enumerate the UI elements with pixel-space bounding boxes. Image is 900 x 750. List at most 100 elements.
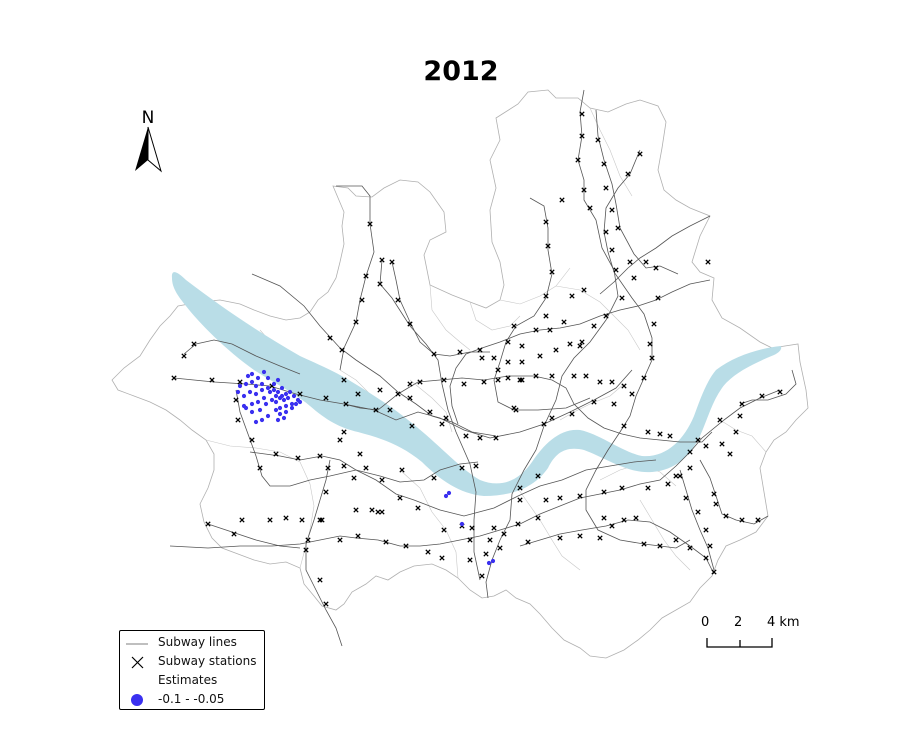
estimate-point (283, 409, 289, 415)
station-marker (739, 517, 745, 523)
station-marker (407, 321, 413, 327)
station-marker (643, 259, 649, 265)
legend-estimates-range: -0.1 - -0.05 (158, 692, 225, 706)
station-marker (511, 323, 517, 329)
station-marker (397, 495, 403, 501)
station-marker (517, 485, 523, 491)
station-marker (205, 521, 211, 527)
station-marker (575, 157, 581, 163)
station-marker (323, 489, 329, 495)
station-marker (483, 551, 489, 557)
station-marker (369, 507, 375, 513)
legend-stations-label: Subway stations (158, 654, 257, 668)
station-marker (657, 431, 663, 437)
station-marker (283, 515, 289, 521)
station-marker (559, 197, 565, 203)
station-marker (439, 555, 445, 561)
station-marker (363, 273, 369, 279)
estimate-point (249, 371, 255, 377)
station-marker (657, 543, 663, 549)
station-marker (431, 475, 437, 481)
station-marker (601, 161, 607, 167)
station-marker (541, 421, 547, 427)
station-marker (337, 537, 343, 543)
station-marker (673, 537, 679, 543)
station-marker (395, 391, 401, 397)
estimate-point (237, 383, 243, 389)
station-marker (519, 343, 525, 349)
station-marker (353, 319, 359, 325)
station-marker (231, 531, 237, 537)
han-river (171, 272, 782, 496)
estimate-point (271, 387, 277, 393)
station-marker (683, 495, 689, 501)
station-marker (325, 465, 331, 471)
estimate-point (253, 419, 259, 425)
estimate-point (283, 403, 289, 409)
station-marker (545, 243, 551, 249)
station-marker (505, 359, 511, 365)
station-marker (415, 505, 421, 511)
station-marker (601, 489, 607, 495)
estimate-point (265, 385, 271, 391)
station-marker (379, 477, 385, 483)
station-marker (641, 375, 647, 381)
station-marker (707, 543, 713, 549)
station-marker (667, 433, 673, 439)
station-marker (355, 391, 361, 397)
station-marker (351, 475, 357, 481)
estimate-point (245, 373, 251, 379)
estimate-point (285, 395, 291, 401)
station-marker (727, 451, 733, 457)
station-marker (409, 423, 415, 429)
station-marker (495, 367, 501, 373)
station-marker (621, 517, 627, 523)
station-marker (567, 341, 573, 347)
station-marker (457, 349, 463, 355)
station-marker (469, 525, 475, 531)
station-marker (719, 441, 725, 447)
estimate-point (249, 401, 255, 407)
station-marker (621, 423, 627, 429)
station-marker (717, 417, 723, 423)
station-marker (695, 437, 701, 443)
station-marker (601, 515, 607, 521)
station-marker (723, 513, 729, 519)
station-marker (363, 465, 369, 471)
station-marker (651, 321, 657, 327)
station-marker (367, 221, 373, 227)
legend-estimates-heading: Estimates (158, 673, 218, 687)
station-marker (487, 537, 493, 543)
station-marker (519, 377, 525, 383)
station-marker (337, 437, 343, 443)
station-marker (357, 451, 363, 457)
station-marker (591, 399, 597, 405)
estimate-point (289, 405, 295, 411)
station-marker (319, 517, 325, 523)
station-marker (461, 381, 467, 387)
station-marker (609, 523, 615, 529)
station-marker (233, 397, 239, 403)
station-marker (303, 547, 309, 553)
station-marker (603, 229, 609, 235)
station-marker (297, 391, 303, 397)
station-marker (581, 187, 587, 193)
station-marker (495, 377, 501, 383)
station-marker (621, 383, 627, 389)
station-marker (505, 375, 511, 381)
estimate-point (253, 383, 259, 389)
station-marker (705, 259, 711, 265)
station-marker (467, 537, 473, 543)
estimate-point (241, 403, 247, 409)
station-marker (591, 323, 597, 329)
station-marker (171, 375, 177, 381)
station-marker (395, 297, 401, 303)
station-marker (633, 515, 639, 521)
station-marker (431, 351, 437, 357)
estimate-point (490, 558, 496, 564)
station-marker (653, 265, 659, 271)
estimate-points (235, 369, 496, 566)
legend-lines-label: Subway lines (158, 635, 237, 649)
estimate-point (259, 417, 265, 423)
